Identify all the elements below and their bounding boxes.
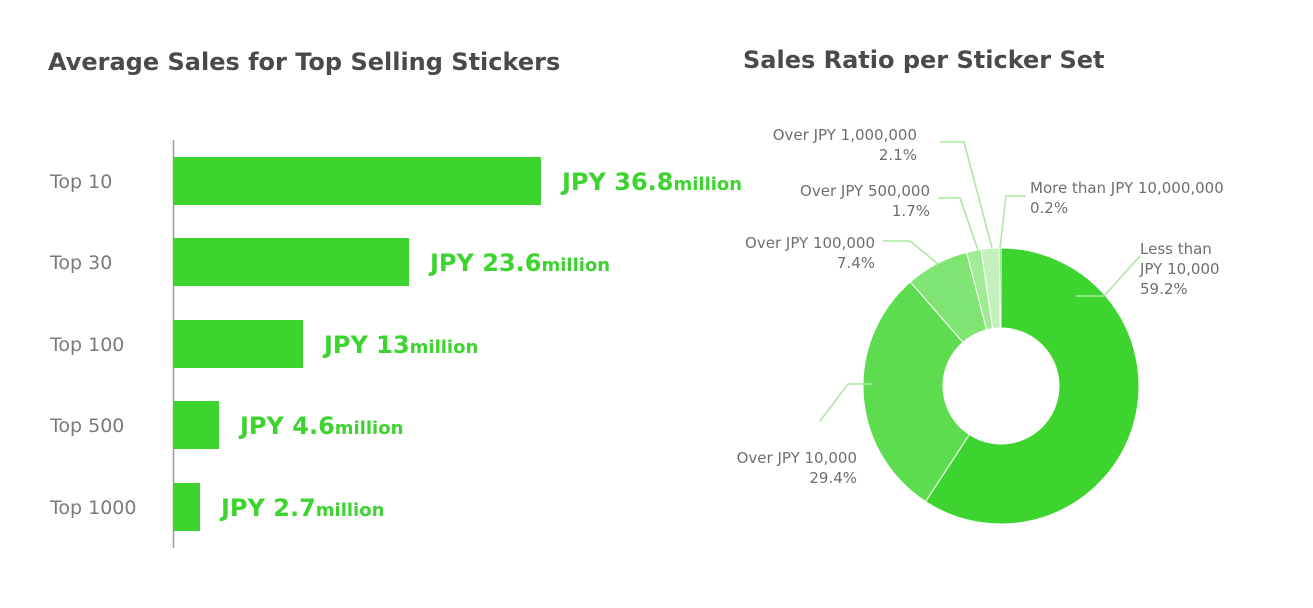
- category-label: Top 500: [49, 415, 124, 437]
- slice-category-label: JPY 10,000: [1139, 260, 1220, 278]
- slice-category-label: Over JPY 10,000: [737, 449, 857, 467]
- donut-slice: [924, 247, 1140, 525]
- bar-value-label: JPY 36.8million: [560, 168, 742, 196]
- slice-category-label: Over JPY 1,000,000: [773, 126, 917, 144]
- slice-category-label: Over JPY 100,000: [745, 234, 875, 252]
- bar-value-label: JPY 13million: [322, 331, 478, 359]
- bar: [173, 238, 409, 286]
- slice-percent-label: 1.7%: [892, 202, 930, 220]
- donut-slice: [862, 281, 971, 503]
- slice-category-label: More than JPY 10,000,000: [1030, 179, 1224, 197]
- slice-category-label: Less than: [1140, 240, 1212, 258]
- bar-value-label: JPY 23.6million: [428, 249, 610, 277]
- bar: [173, 320, 303, 368]
- bar-value-number: JPY 13: [322, 331, 410, 359]
- bar-value-unit: million: [541, 255, 610, 276]
- bar-value-label: JPY 4.6million: [238, 412, 403, 440]
- bar-value-unit: million: [316, 500, 385, 521]
- category-label: Top 100: [49, 334, 124, 356]
- donut-slice: [998, 247, 1002, 329]
- slice-percent-label: 0.2%: [1030, 199, 1068, 217]
- bar: [173, 483, 200, 531]
- bar-value-number: JPY 2.7: [219, 494, 316, 522]
- bar-chart-title: Average Sales for Top Selling Stickers: [48, 48, 560, 76]
- bar-value-unit: million: [410, 337, 479, 358]
- donut-chart: Less than JPY 10,000 59.2% Over JPY 10,000 2…: [737, 126, 1224, 525]
- slice-leader-line: [938, 197, 979, 251]
- slice-leader-line: [819, 383, 872, 422]
- slice-leader-line: [940, 141, 993, 249]
- slice-percent-label: 29.4%: [809, 469, 857, 487]
- bar: [173, 401, 219, 449]
- slice-percent-label: 7.4%: [837, 254, 875, 272]
- slice-percent-label: 59.2%: [1140, 280, 1188, 298]
- donut-chart-title: Sales Ratio per Sticker Set: [743, 46, 1105, 74]
- bar-value-number: JPY 36.8: [560, 168, 673, 196]
- slice-leader-line: [999, 195, 1026, 249]
- slice-category-label: Over JPY 500,000: [800, 182, 930, 200]
- slice-leader-line: [883, 240, 939, 265]
- slice-percent-label: 2.1%: [879, 146, 917, 164]
- slice-leader-line: [1076, 255, 1141, 297]
- bar-value-unit: million: [335, 418, 404, 439]
- bar-value-unit: million: [673, 174, 742, 195]
- bar: [173, 157, 541, 205]
- bar-value-number: JPY 23.6: [428, 249, 541, 277]
- bar-value-number: JPY 4.6: [238, 412, 335, 440]
- category-label: Top 1000: [49, 497, 136, 519]
- category-label: Top 30: [49, 252, 112, 274]
- bar-value-label: JPY 2.7million: [219, 494, 384, 522]
- category-label: Top 10: [49, 171, 112, 193]
